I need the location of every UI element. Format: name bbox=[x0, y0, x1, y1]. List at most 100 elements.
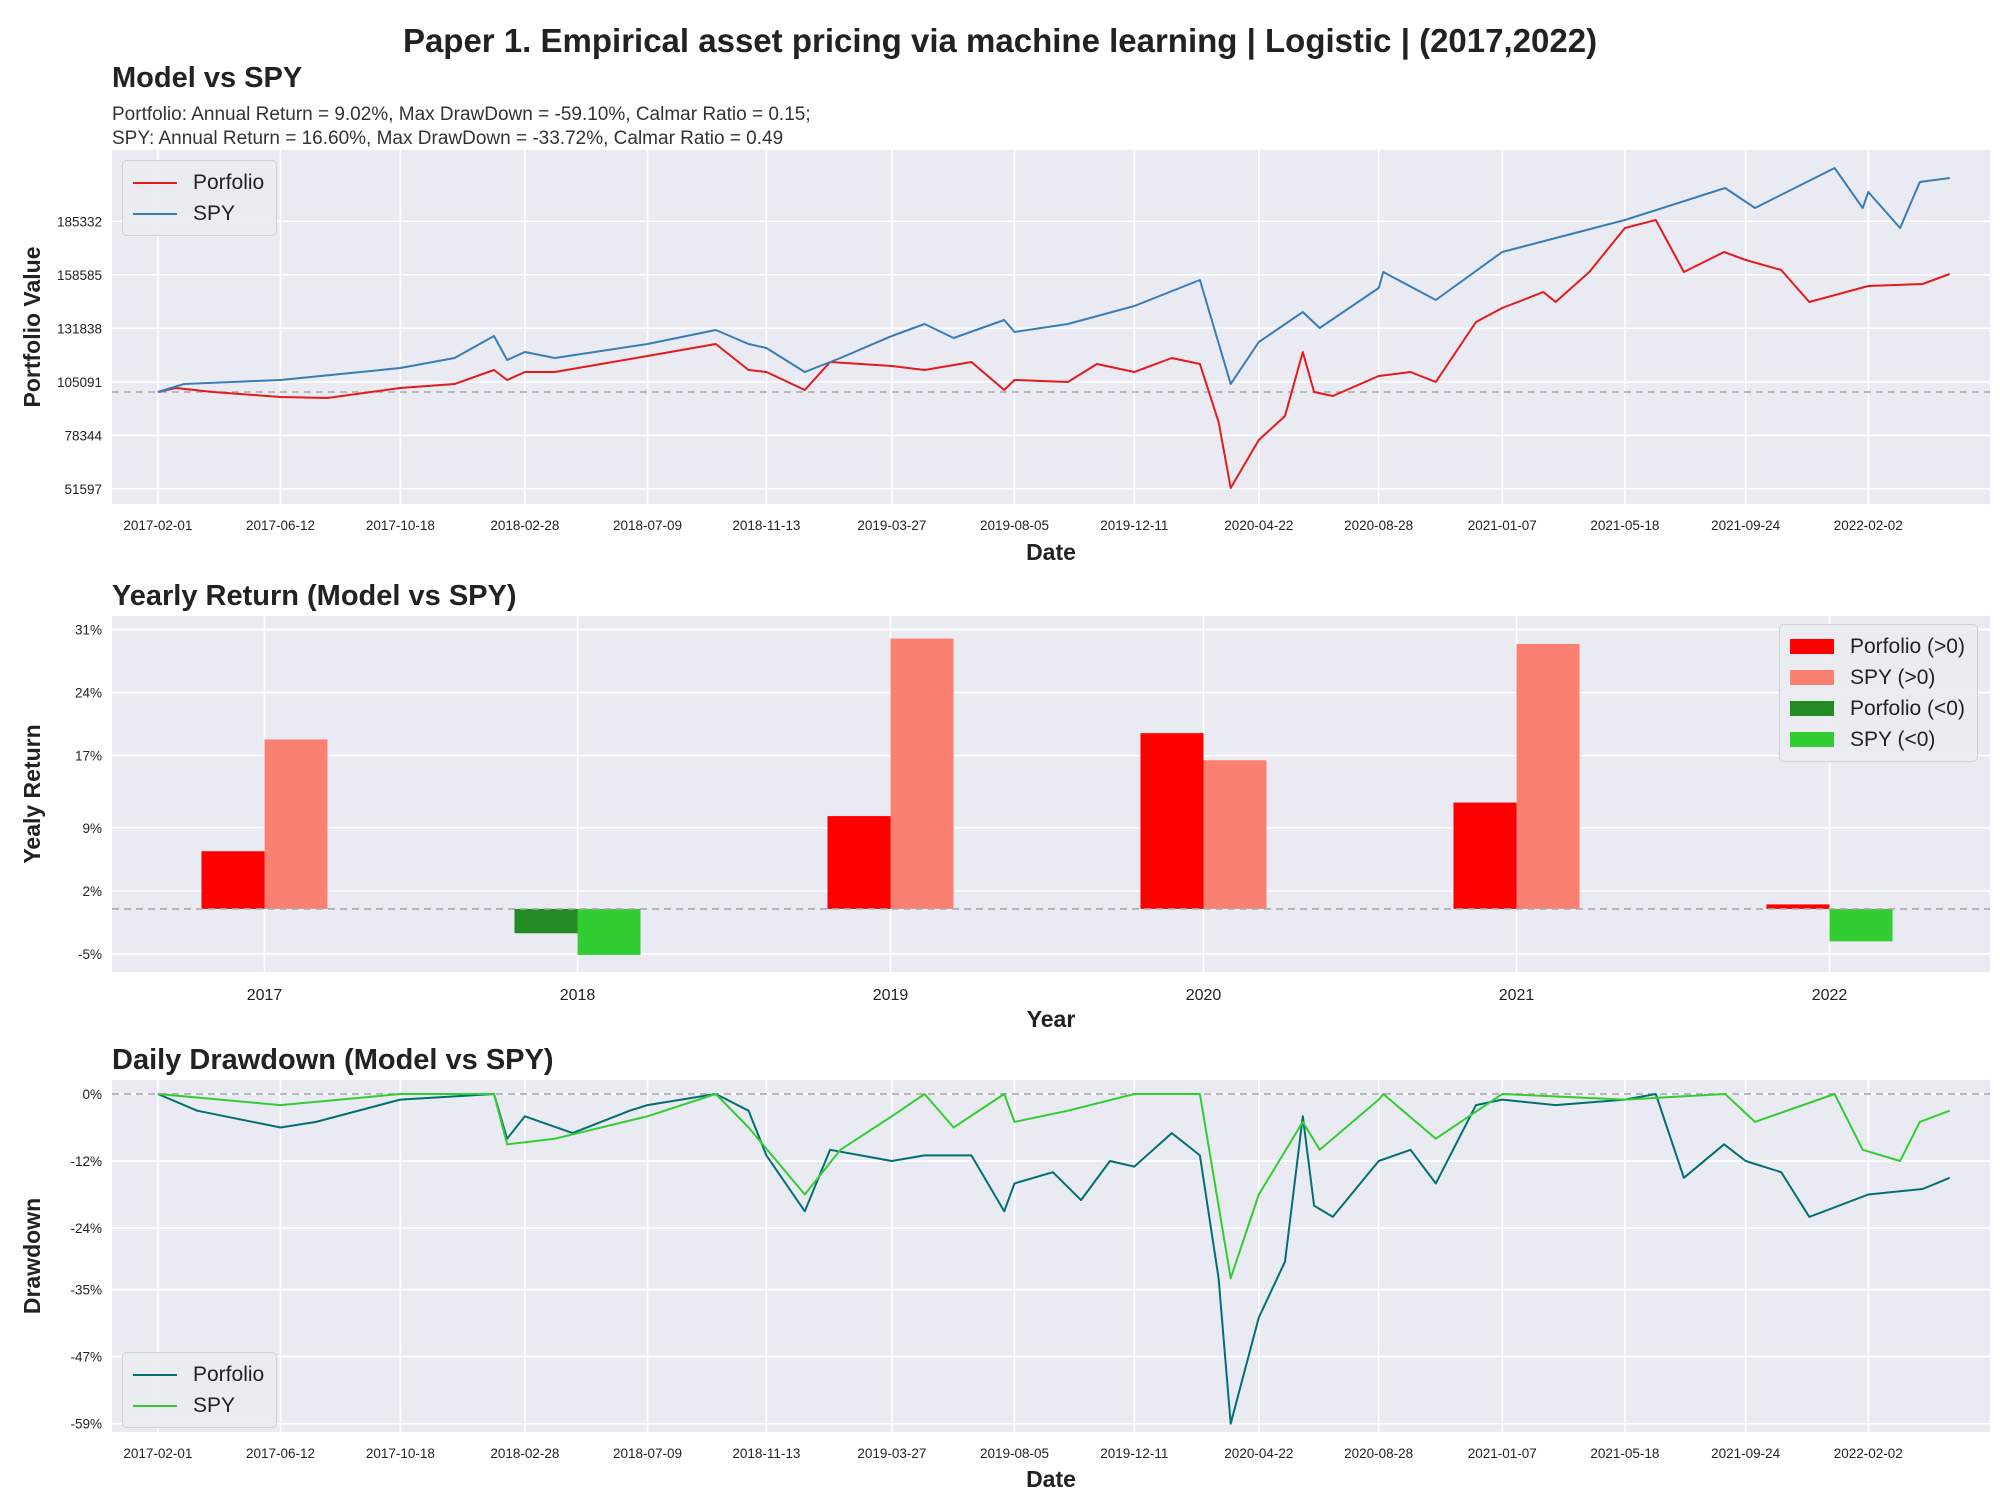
yearly-bar-portfolio-2022 bbox=[1766, 904, 1830, 909]
drawdown-x-tick-label: 2018-11-13 bbox=[732, 1446, 800, 1461]
equity-legend: Porfolio SPY bbox=[122, 160, 278, 236]
legend-item-spy-neg: SPY (<0) bbox=[1790, 724, 1965, 755]
drawdown-plot-area bbox=[112, 1080, 1990, 1432]
yearly-bar-portfolio-2020 bbox=[1140, 733, 1204, 909]
equity-x-tick-label: 2020-08-28 bbox=[1344, 518, 1413, 533]
yearly-x-tick-label: 2018 bbox=[560, 987, 596, 1004]
legend-swatch-spy-pos bbox=[1790, 670, 1834, 685]
yearly-x-tick-label: 2019 bbox=[873, 987, 909, 1004]
drawdown-x-axis-label: Date bbox=[1026, 1466, 1076, 1492]
equity-x-tick-label: 2017-06-12 bbox=[246, 518, 315, 533]
drawdown-x-tick-label: 2020-04-22 bbox=[1224, 1446, 1293, 1461]
legend-item-spy-pos: SPY (>0) bbox=[1790, 662, 1965, 693]
yearly-x-tick-label: 2021 bbox=[1499, 987, 1535, 1004]
equity-x-tick-label: 2021-05-18 bbox=[1590, 518, 1659, 533]
drawdown-y-tick-label: -47% bbox=[70, 1350, 102, 1365]
spy-stats-line: SPY: Annual Return = 16.60%, Max DrawDow… bbox=[112, 128, 784, 149]
yearly-bar-spy-2022 bbox=[1829, 908, 1893, 942]
equity-x-tick-label: 2020-04-22 bbox=[1224, 518, 1293, 533]
drawdown-chart-title: Daily Drawdown (Model vs SPY) bbox=[112, 1044, 554, 1076]
drawdown-x-tick-label: 2021-09-24 bbox=[1711, 1446, 1781, 1461]
legend-label-spy: SPY bbox=[193, 201, 236, 225]
figure-suptitle: Paper 1. Empirical asset pricing via mac… bbox=[402, 22, 1598, 59]
drawdown-x-tick-label: 2017-02-01 bbox=[123, 1446, 192, 1461]
yearly-plot-area bbox=[112, 616, 1990, 972]
drawdown-y-tick-label: 0% bbox=[82, 1087, 102, 1102]
equity-y-tick-label: 51597 bbox=[64, 482, 102, 497]
drawdown-y-tick-label: -24% bbox=[70, 1221, 102, 1236]
drawdown-x-tick-label: 2017-06-12 bbox=[246, 1446, 315, 1461]
equity-x-tick-label: 2017-02-01 bbox=[123, 518, 192, 533]
equity-x-tick-label: 2017-10-18 bbox=[366, 518, 435, 533]
equity-x-tick-label: 2022-02-02 bbox=[1834, 518, 1903, 533]
yearly-x-tick-label: 2017 bbox=[247, 987, 283, 1004]
drawdown-x-tick-label: 2018-02-28 bbox=[490, 1446, 559, 1461]
legend-label-dd-spy: SPY bbox=[193, 1393, 236, 1417]
legend-label-dd-portfolio: Porfolio bbox=[193, 1362, 265, 1386]
portfolio-stats-line: Portfolio: Annual Return = 9.02%, Max Dr… bbox=[112, 104, 811, 125]
yearly-bar-spy-2019 bbox=[890, 638, 954, 909]
yearly-x-tick-label: 2020 bbox=[1186, 987, 1222, 1004]
legend-label-spy-neg: SPY (<0) bbox=[1850, 727, 1936, 751]
equity-line-portfolio bbox=[157, 219, 1951, 489]
legend-item-portfolio-pos: Porfolio (>0) bbox=[1790, 631, 1965, 662]
yearly-y-axis-label: Yealy Return bbox=[19, 724, 45, 863]
equity-y-axis-label: Portfolio Value bbox=[19, 246, 45, 407]
equity-y-tick-label: 105091 bbox=[57, 375, 102, 390]
legend-item-dd-spy: SPY bbox=[133, 1390, 264, 1421]
drawdown-x-tick-label: 2017-10-18 bbox=[366, 1446, 435, 1461]
legend-label-portfolio-neg: Porfolio (<0) bbox=[1850, 696, 1965, 720]
yearly-bar-portfolio-2018 bbox=[514, 908, 578, 934]
legend-swatch-dd-portfolio bbox=[133, 1373, 177, 1376]
yearly-x-tick-label: 2022 bbox=[1812, 987, 1848, 1004]
drawdown-legend: Porfolio SPY bbox=[122, 1352, 278, 1428]
equity-x-tick-label: 2018-02-28 bbox=[490, 518, 559, 533]
equity-y-tick-label: 131838 bbox=[57, 321, 102, 336]
equity-y-tick-label: 158585 bbox=[57, 268, 102, 283]
legend-swatch-spy bbox=[133, 212, 177, 215]
drawdown-line-spy bbox=[157, 1093, 1951, 1280]
equity-x-tick-label: 2018-07-09 bbox=[613, 518, 682, 533]
yearly-chart-title: Yearly Return (Model vs SPY) bbox=[112, 580, 517, 612]
yearly-y-tick-label: 24% bbox=[75, 686, 102, 701]
drawdown-y-tick-label: -35% bbox=[70, 1283, 102, 1298]
equity-x-tick-label: 2021-09-24 bbox=[1711, 518, 1781, 533]
yearly-y-tick-label: 17% bbox=[75, 749, 102, 764]
legend-item-portfolio-neg: Porfolio (<0) bbox=[1790, 693, 1965, 724]
drawdown-x-tick-label: 2019-03-27 bbox=[857, 1446, 926, 1461]
drawdown-x-tick-label: 2018-07-09 bbox=[613, 1446, 682, 1461]
legend-item-portfolio: Porfolio bbox=[133, 167, 264, 198]
yearly-bar-portfolio-2017 bbox=[201, 851, 265, 909]
drawdown-y-tick-label: -59% bbox=[70, 1417, 102, 1432]
drawdown-y-axis-label: Drawdown bbox=[19, 1198, 45, 1314]
equity-y-tick-label: 78344 bbox=[64, 428, 102, 443]
yearly-bar-spy-2020 bbox=[1203, 760, 1267, 909]
equity-x-axis-label: Date bbox=[1026, 539, 1076, 565]
equity-grid bbox=[112, 150, 1990, 504]
equity-x-tick-label: 2019-03-27 bbox=[857, 518, 926, 533]
equity-x-tick-label: 2021-01-07 bbox=[1468, 518, 1537, 533]
yearly-bar-spy-2018 bbox=[577, 908, 641, 955]
drawdown-y-tick-label: -12% bbox=[70, 1154, 102, 1169]
equity-x-tick-label: 2019-12-11 bbox=[1100, 518, 1168, 533]
equity-y-tick-label: 185332 bbox=[57, 214, 102, 229]
legend-label-spy-pos: SPY (>0) bbox=[1850, 665, 1936, 689]
yearly-bar-portfolio-2019 bbox=[827, 816, 891, 909]
equity-chart-title: Model vs SPY bbox=[112, 62, 303, 94]
legend-swatch-portfolio-neg bbox=[1790, 701, 1834, 716]
yearly-bar-spy-2017 bbox=[264, 739, 328, 909]
legend-swatch-dd-spy bbox=[133, 1404, 177, 1407]
drawdown-line-portfolio bbox=[157, 1093, 1951, 1425]
drawdown-x-tick-label: 2022-02-02 bbox=[1834, 1446, 1903, 1461]
yearly-bar-spy-2021 bbox=[1516, 643, 1580, 909]
legend-label-portfolio-pos: Porfolio (>0) bbox=[1850, 634, 1965, 658]
equity-x-tick-label: 2018-11-13 bbox=[732, 518, 800, 533]
drawdown-x-tick-label: 2020-08-28 bbox=[1344, 1446, 1413, 1461]
legend-swatch-portfolio-pos bbox=[1790, 639, 1834, 654]
drawdown-x-tick-label: 2019-12-11 bbox=[1100, 1446, 1168, 1461]
legend-label-portfolio: Porfolio bbox=[193, 170, 265, 194]
yearly-y-tick-label: -5% bbox=[78, 947, 102, 962]
legend-item-spy: SPY bbox=[133, 198, 264, 229]
equity-line-spy bbox=[157, 167, 1950, 393]
